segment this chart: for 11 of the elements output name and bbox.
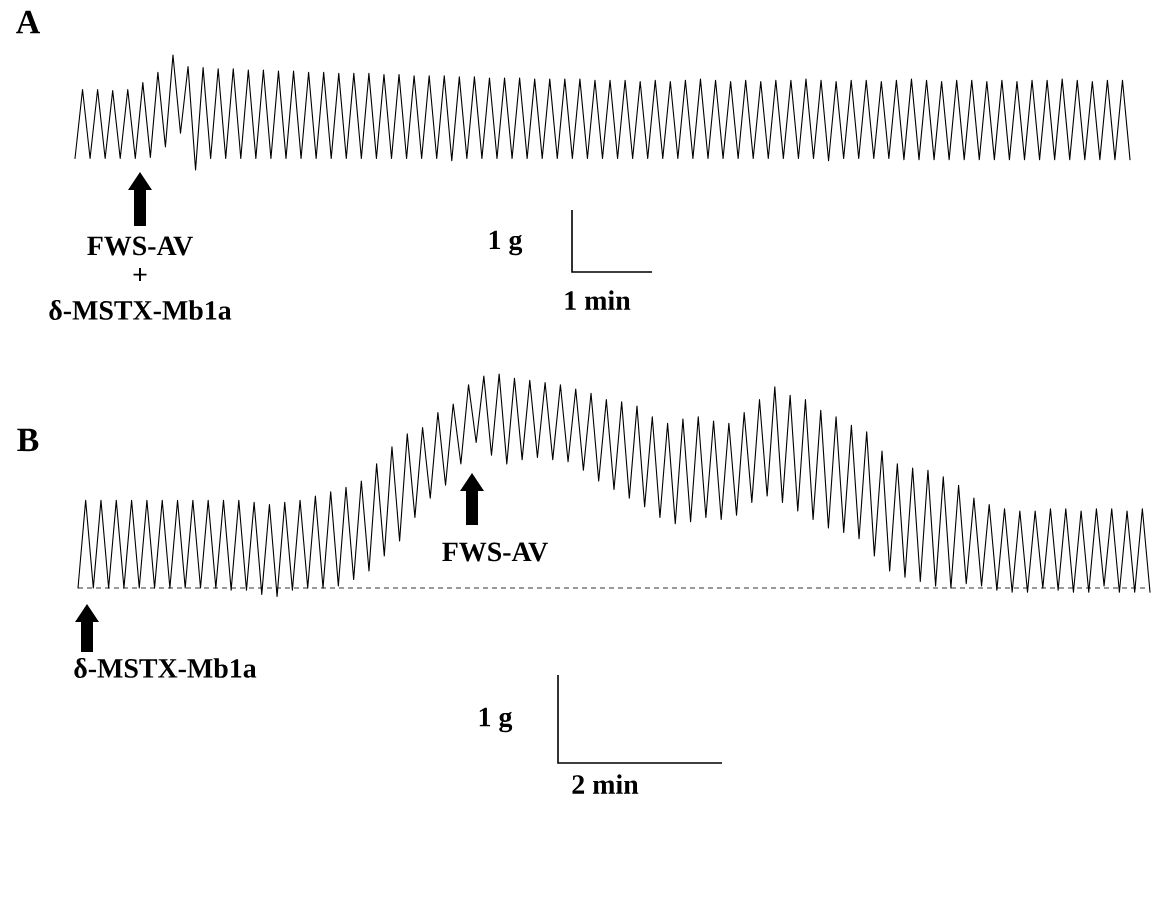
text: + — [133, 268, 147, 282]
text: 1 g — [489, 230, 523, 256]
annotation: FWS-AV — [442, 542, 548, 562]
text: 1 min — [565, 290, 631, 310]
text: 1 g — [479, 707, 513, 733]
text: δ-MSTX-Mb1a — [49, 300, 232, 320]
text: 2 min — [572, 774, 639, 794]
text: δ-MSTX-Mb1a — [74, 658, 257, 678]
text: B — [17, 428, 39, 452]
text: FWS-AV — [87, 236, 193, 256]
chart-title: A — [16, 10, 40, 34]
